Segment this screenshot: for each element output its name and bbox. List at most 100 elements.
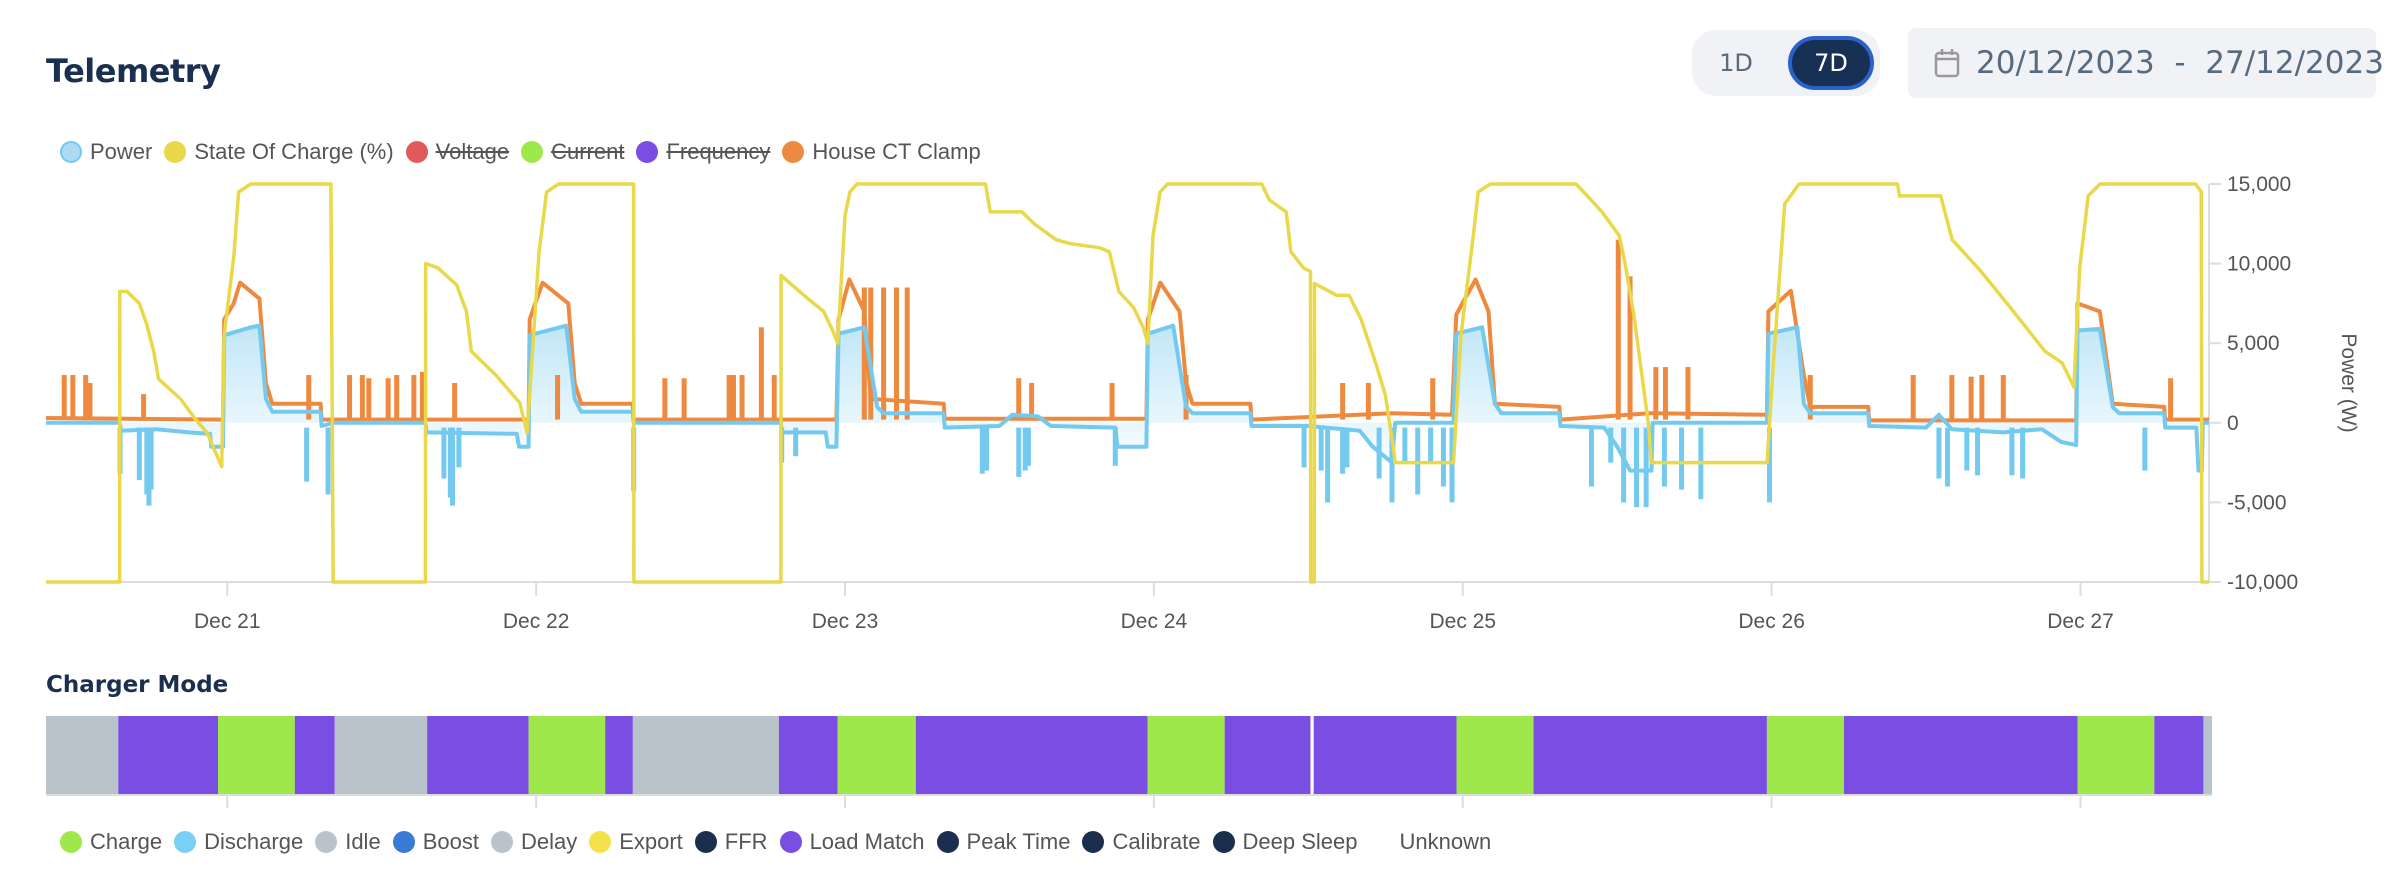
power-spike: [1376, 427, 1382, 479]
charger-mode-legend-item[interactable]: Export: [589, 829, 683, 855]
house-ct-spike: [1979, 375, 1985, 420]
telemetry-legend-item[interactable]: House CT Clamp: [782, 139, 981, 165]
telemetry-legend-item[interactable]: Power: [60, 139, 152, 165]
power-spike: [1112, 427, 1118, 466]
power-spike: [1016, 427, 1022, 477]
charger-mode-legend-item[interactable]: Delay: [490, 829, 577, 855]
charger-mode-segment-idle: [632, 716, 779, 794]
x-tick-label: Dec 25: [1429, 610, 1496, 633]
legend-label: Current: [551, 139, 625, 164]
charger-mode-legend-item[interactable]: Boost: [392, 829, 479, 855]
legend-dot-icon: [405, 141, 428, 163]
legend-label: House CT Clamp: [812, 139, 981, 164]
legend-dot-icon: [589, 831, 612, 853]
telemetry-legend-item[interactable]: State Of Charge (%): [164, 139, 394, 165]
y-tick-label: 5,000: [2227, 332, 2280, 355]
legend-label: Boost: [422, 829, 479, 854]
legend-dot-icon: [60, 141, 82, 163]
date-range-picker[interactable]: 20/12/2023 - 27/12/2023: [1908, 28, 2384, 98]
charger-mode-segment-load-match: [1533, 716, 1767, 794]
power-spike: [1945, 427, 1951, 487]
charger-mode-segment-idle: [2203, 716, 2212, 794]
legend-dot-icon: [521, 141, 544, 163]
power-spike: [1318, 427, 1324, 471]
charger-mode-segment-charge: [528, 716, 606, 794]
power-spike: [1344, 427, 1350, 468]
power-spike: [1643, 427, 1649, 508]
range-7d-button[interactable]: 7D: [1788, 36, 1874, 90]
charger-mode-legend-item[interactable]: Load Match: [779, 829, 925, 855]
legend-dot-icon: [490, 831, 513, 853]
charger-mode-legend-item[interactable]: Unknown: [1370, 829, 1492, 855]
power-spike: [1661, 427, 1667, 487]
x-tick-label: Dec 26: [1738, 610, 1805, 633]
house-ct-spike: [1430, 378, 1436, 420]
house-ct-spike: [306, 375, 312, 420]
power-spike: [2142, 427, 2148, 471]
house-ct-spike: [1340, 383, 1346, 420]
charger-mode-segment-load-match: [605, 716, 633, 794]
house-ct-spike: [366, 378, 372, 420]
power-spike: [148, 427, 154, 490]
house-ct-spike: [394, 375, 400, 420]
house-ct-spike: [385, 378, 391, 420]
telemetry-legend-item[interactable]: Voltage: [405, 139, 509, 165]
legend-dot-icon: [392, 831, 415, 853]
house-ct-spike: [904, 287, 910, 420]
charger-mode-legend-item[interactable]: Discharge: [174, 829, 303, 855]
telemetry-legend-item[interactable]: Frequency: [636, 139, 770, 165]
house-ct-spike: [359, 375, 365, 420]
power-spike: [1634, 427, 1640, 508]
house-ct-spike: [881, 287, 887, 420]
power-spike: [1936, 427, 1942, 479]
charger-mode-legend-item[interactable]: Calibrate: [1082, 829, 1201, 855]
charger-mode-segment-charge: [1456, 716, 1534, 794]
power-spike: [325, 427, 331, 495]
telemetry-legend-item[interactable]: Current: [521, 139, 624, 165]
power-spike: [1449, 427, 1455, 503]
house-ct-spike: [83, 375, 89, 420]
charger-mode-legend-item[interactable]: Charge: [60, 829, 162, 855]
charger-mode-title: Charger Mode: [46, 672, 229, 698]
charger-mode-legend: Charge Discharge Idle Boost Delay Export FFR Lo…: [60, 829, 1503, 855]
legend-dot-icon: [936, 831, 959, 853]
house-ct-spike: [555, 375, 561, 420]
power-spike: [1621, 427, 1627, 503]
charger-mode-segment-idle: [334, 716, 428, 794]
charger-mode-legend-item[interactable]: Peak Time: [936, 829, 1071, 855]
power-spike: [136, 427, 142, 481]
power-spike: [1588, 427, 1594, 487]
charger-mode-segment-idle: [46, 716, 119, 794]
calendar-icon: [1934, 48, 1960, 78]
legend-dot-icon: [315, 831, 338, 853]
y-tick-label: -10,000: [2227, 571, 2298, 594]
power-spike: [1025, 427, 1031, 466]
house-ct-spike: [1653, 367, 1659, 420]
legend-dot-icon: [694, 831, 717, 853]
house-ct-spike: [726, 375, 732, 420]
legend-label: Export: [619, 829, 683, 854]
charger-mode-segment-load-match: [778, 716, 838, 794]
power-spike: [979, 427, 985, 474]
house-ct-spike: [2000, 375, 2006, 420]
charger-mode-legend-item[interactable]: FFR: [694, 829, 768, 855]
legend-label: FFR: [724, 829, 768, 854]
house-ct-spike: [411, 375, 417, 420]
charger-mode-legend-item[interactable]: Idle: [315, 829, 381, 855]
house-ct-spike: [739, 375, 745, 420]
range-toggle: 1D 7D: [1692, 30, 1880, 96]
house-ct-spike: [419, 371, 425, 420]
range-1d-button[interactable]: 1D: [1719, 49, 1753, 77]
legend-dot-icon: [636, 141, 659, 163]
power-spike: [793, 427, 799, 457]
charger-mode-segment-charge: [1147, 716, 1225, 794]
date-range-text: 20/12/2023 - 27/12/2023: [1976, 45, 2384, 81]
charger-mode-legend-item[interactable]: Deep Sleep: [1212, 829, 1358, 855]
legend-label: Peak Time: [966, 829, 1071, 854]
house-ct-spike: [681, 378, 687, 420]
house-ct-spike: [1029, 383, 1035, 420]
legend-label: Calibrate: [1112, 829, 1201, 854]
power-spike: [1389, 427, 1395, 503]
power-line: [46, 323, 2209, 473]
